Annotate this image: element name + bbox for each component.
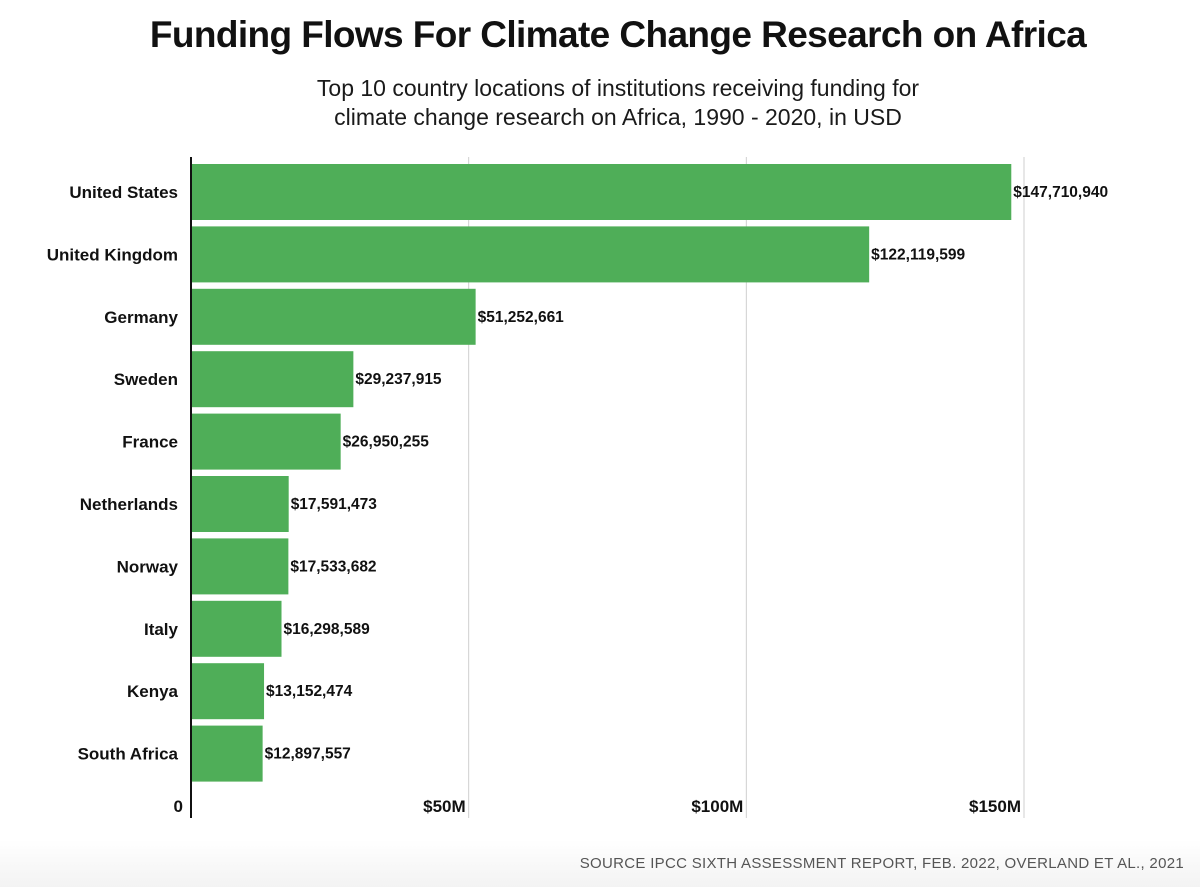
- bar-0: [191, 164, 1012, 220]
- value-label-9: $12,897,557: [265, 746, 351, 763]
- footer-shadow: [0, 840, 1200, 887]
- chart-subtitle-line-2: climate change research on Africa, 1990 …: [334, 104, 902, 130]
- value-label-6: $17,533,682: [290, 558, 376, 575]
- category-label-5: Netherlands: [80, 495, 178, 514]
- x-tick-label-0: 0: [174, 797, 183, 816]
- bar-1: [191, 226, 870, 283]
- value-label-4: $26,950,255: [343, 434, 430, 451]
- value-label-1: $122,119,599: [871, 246, 965, 263]
- bar-7: [191, 600, 282, 657]
- category-label-1: United Kingdom: [47, 245, 178, 264]
- value-label-3: $29,237,915: [355, 371, 442, 388]
- bar-5: [191, 476, 289, 532]
- category-label-2: Germany: [104, 308, 178, 327]
- value-label-0: $147,710,940: [1013, 184, 1108, 201]
- chart-subtitle: Top 10 country locations of institutions…: [0, 74, 1200, 132]
- bar-2: [191, 288, 476, 345]
- bar-6: [191, 538, 289, 595]
- x-tick-label-3: $150M: [969, 797, 1021, 816]
- chart-title: Funding Flows For Climate Change Researc…: [149, 14, 1087, 55]
- x-tick-label-2: $100M: [691, 797, 743, 816]
- category-label-9: South Africa: [78, 745, 179, 764]
- source-note: SOURCE IPCC SIXTH ASSESSMENT REPORT, FEB…: [579, 855, 1184, 872]
- value-label-7: $16,298,589: [284, 621, 371, 638]
- category-label-8: Kenya: [127, 682, 179, 701]
- value-label-8: $13,152,474: [266, 683, 353, 700]
- value-label-5: $17,591,473: [291, 496, 378, 513]
- bar-8: [191, 663, 265, 720]
- category-label-4: France: [122, 433, 178, 452]
- category-label-7: Italy: [144, 620, 179, 639]
- bar-9: [191, 725, 263, 782]
- bar-3: [191, 351, 354, 408]
- x-tick-label-1: $50M: [423, 797, 466, 816]
- category-label-3: Sweden: [114, 370, 178, 389]
- value-label-2: $51,252,661: [478, 309, 565, 326]
- category-label-6: Norway: [117, 557, 179, 576]
- bar-4: [191, 413, 341, 470]
- chart-subtitle-line-1: Top 10 country locations of institutions…: [316, 75, 920, 101]
- category-label-0: United States: [69, 183, 178, 202]
